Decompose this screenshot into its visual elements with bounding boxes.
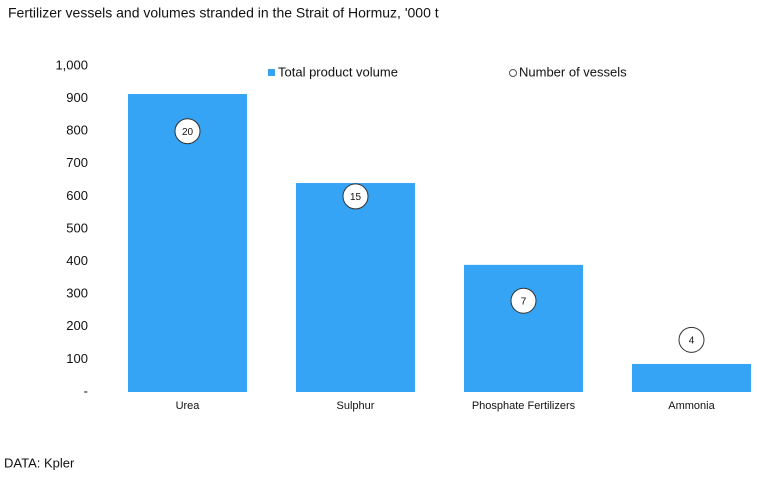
bar: [632, 363, 751, 392]
y-tick-label: 400: [66, 253, 88, 268]
y-tick-label: 300: [66, 286, 88, 301]
vessel-marker: [342, 183, 369, 210]
vessel-marker: [678, 326, 705, 353]
x-tick-label: Sulphur: [337, 400, 375, 412]
source-note: DATA: Kpler: [4, 455, 75, 470]
legend-label: Number of vessels: [519, 64, 627, 79]
y-tick-label: 1,000: [55, 57, 88, 72]
legend-label: Total product volume: [278, 64, 398, 79]
data-label: 20: [182, 127, 194, 138]
data-label: 4: [689, 335, 695, 346]
chart-title: Fertilizer vessels and volumes stranded …: [8, 5, 439, 21]
bar: [464, 264, 583, 392]
y-tick-label: 100: [66, 351, 88, 366]
y-tick-label: 900: [66, 90, 88, 105]
y-tick-label: 500: [66, 220, 88, 235]
vessel-marker: [510, 287, 537, 314]
x-tick-label: Ammonia: [668, 400, 715, 412]
y-tick-label: 800: [66, 123, 88, 138]
vessel-marker: [174, 118, 201, 145]
x-tick-label: Phosphate Fertilizers: [472, 400, 576, 412]
x-tick-label: Urea: [176, 400, 201, 412]
bar: [296, 183, 415, 392]
data-label: 7: [521, 296, 527, 307]
y-tick-label: 700: [66, 155, 88, 170]
y-tick-label: 600: [66, 188, 88, 203]
y-tick-label: 200: [66, 318, 88, 333]
legend-swatch: [509, 69, 517, 77]
y-tick-label: -: [84, 383, 88, 398]
data-label: 15: [350, 192, 362, 203]
legend-swatch: [268, 69, 275, 76]
